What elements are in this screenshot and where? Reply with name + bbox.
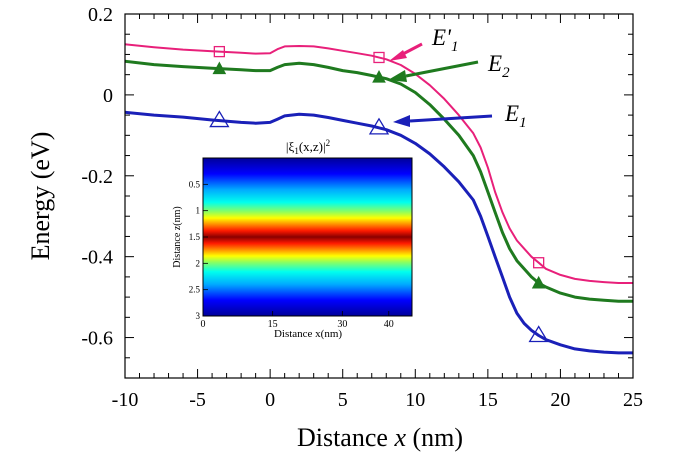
inset-y-tick-label: 2 — [196, 258, 201, 268]
label-e1-prime: E'1 — [431, 25, 458, 55]
inset-title: |ξ1(x,z)|2 — [286, 138, 330, 156]
x-tick-label: -5 — [189, 389, 206, 411]
marker-triangle-open — [368, 117, 390, 135]
x-tick-label: 15 — [478, 389, 498, 411]
arrow-line-e2 — [405, 60, 479, 78]
arrow-head-e1-prime — [389, 50, 407, 61]
x-tick-label: -10 — [112, 389, 139, 411]
marker-triangle-open — [209, 110, 230, 128]
arrow-head-e1 — [393, 115, 410, 127]
inset-x-tick-label: 30 — [337, 319, 347, 330]
y-tick-label: -0.6 — [81, 328, 113, 350]
series-line-1 — [124, 59, 633, 303]
marker-triangle-filled — [372, 70, 386, 83]
series-line-0 — [124, 43, 633, 284]
y-axis-label: Energy (eV) — [26, 132, 55, 261]
inset-frame — [202, 157, 413, 317]
inset-x-tick-label: 0 — [201, 319, 206, 330]
x-tick-label: 10 — [405, 389, 425, 411]
marker-triangle-filled — [531, 275, 546, 289]
x-tick-label: 25 — [623, 389, 643, 411]
series-labels: E'1 E2 E1 — [388, 25, 527, 131]
inset-x-tick-label: 15 — [268, 319, 278, 330]
inset-x-axis-label: Distance x(nm) — [274, 328, 342, 340]
axis-ticks: -10 -5 0 5 10 15 20 25-0.6-0.4-0.200.2 — [81, 4, 643, 411]
series-line-2 — [124, 110, 633, 355]
y-tick-label: 0.2 — [88, 4, 113, 26]
label-e1: E1 — [504, 101, 527, 131]
inset-heatmap: 0 15 30 40 0.5 1 1.5 2 2.5 3 |ξ1(x,z)|2 Distance … — [172, 138, 413, 340]
inset-y-tick-label: 0.5 — [189, 179, 201, 189]
x-tick-label: 20 — [550, 389, 570, 411]
y-tick-label: 0 — [103, 85, 113, 107]
x-tick-label: 0 — [265, 389, 275, 411]
marker-triangle-filled — [212, 61, 227, 75]
x-tick-label: 5 — [338, 389, 348, 411]
marker-triangle-open — [528, 325, 549, 343]
label-e2: E2 — [487, 51, 510, 81]
inset-heatmap-image — [203, 158, 412, 316]
inset-y-tick-label: 2.5 — [189, 285, 201, 295]
y-tick-label: -0.2 — [81, 166, 113, 188]
marker-square — [373, 51, 385, 64]
inset-y-tick-label: 1.5 — [189, 232, 201, 242]
inset-ticks: 0 15 30 40 0.5 1 1.5 2 2.5 3 — [189, 179, 394, 330]
x-axis-label: Distance x (nm) — [297, 423, 463, 452]
inset-y-axis-label: Distance z(nm) — [172, 206, 183, 267]
inset-y-tick-label: 3 — [196, 311, 201, 321]
marker-square — [533, 257, 545, 269]
arrow-line-e1 — [409, 114, 493, 123]
series-layer — [124, 43, 633, 355]
y-tick-label: -0.4 — [81, 247, 113, 269]
marker-square — [213, 45, 225, 58]
arrow-head-e2 — [388, 70, 407, 82]
plot-frame — [124, 13, 634, 379]
inset-x-tick-label: 40 — [384, 319, 394, 330]
inset-y-tick-label: 1 — [196, 206, 201, 216]
